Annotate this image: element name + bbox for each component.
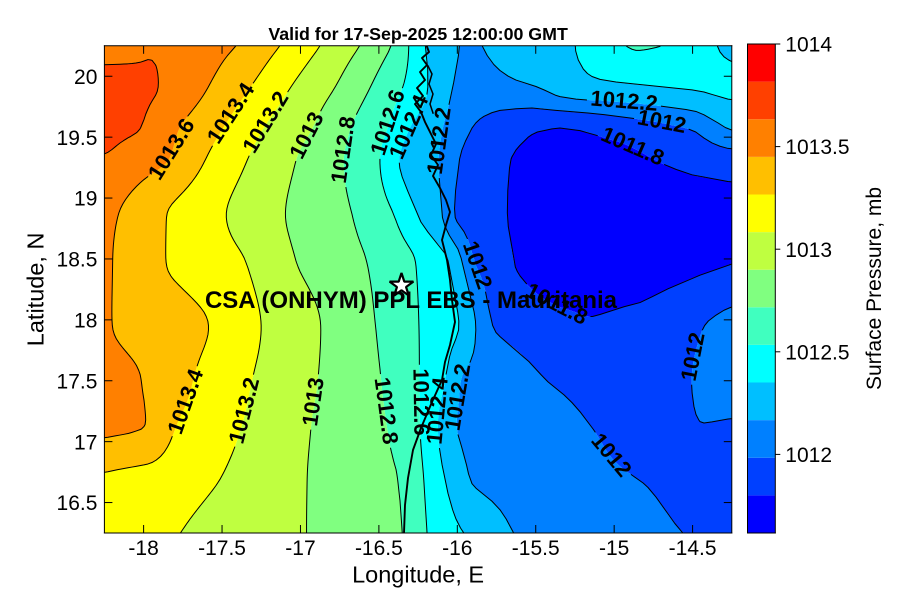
svg-text:-16: -16 — [442, 537, 472, 560]
svg-text:19.5: 19.5 — [57, 127, 98, 150]
svg-text:Surface Pressure, mb: Surface Pressure, mb — [863, 187, 886, 390]
svg-text:1013: 1013 — [785, 239, 832, 262]
svg-text:16.5: 16.5 — [57, 492, 98, 515]
svg-text:19: 19 — [74, 188, 97, 211]
svg-text:1013.5: 1013.5 — [785, 136, 849, 159]
svg-text:1012.5: 1012.5 — [785, 341, 849, 364]
svg-text:Valid for 17-Sep-2025 12:00:00: Valid for 17-Sep-2025 12:00:00 GMT — [268, 24, 568, 44]
svg-text:-17.5: -17.5 — [198, 537, 246, 560]
svg-text:17: 17 — [74, 431, 97, 454]
svg-text:17.5: 17.5 — [57, 370, 98, 393]
svg-text:-17: -17 — [285, 537, 315, 560]
svg-text:-15: -15 — [599, 537, 629, 560]
svg-text:18.5: 18.5 — [57, 249, 98, 272]
svg-text:-15.5: -15.5 — [512, 537, 560, 560]
svg-text:18: 18 — [74, 309, 97, 332]
svg-text:1012.6: 1012.6 — [408, 368, 434, 436]
svg-text:-18: -18 — [128, 537, 158, 560]
svg-text:20: 20 — [74, 66, 97, 89]
svg-text:1014: 1014 — [785, 34, 832, 57]
svg-text:Latitude, N: Latitude, N — [23, 233, 49, 347]
svg-text:1012: 1012 — [785, 444, 832, 467]
svg-text:-14.5: -14.5 — [669, 537, 717, 560]
svg-text:1012.2: 1012.2 — [590, 85, 659, 115]
svg-text:Longitude, E: Longitude, E — [352, 562, 484, 588]
svg-text:-16.5: -16.5 — [355, 537, 403, 560]
svg-text:CSA (ONHYM) PPL EBS - Maurit: CSA (ONHYM) PPL EBS - Mauritania — [205, 287, 618, 314]
